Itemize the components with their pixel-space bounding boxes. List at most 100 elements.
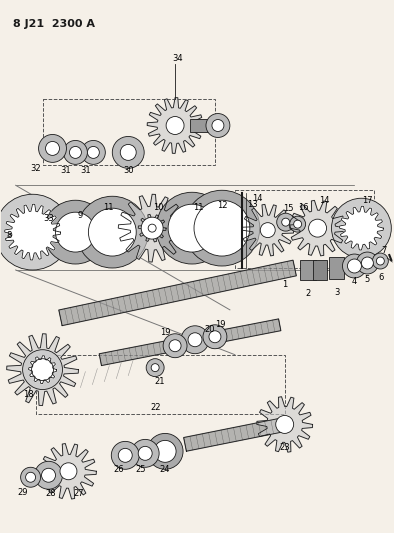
Text: 13: 13	[247, 200, 258, 209]
Circle shape	[112, 136, 144, 168]
Text: 22: 22	[150, 403, 160, 412]
Circle shape	[141, 217, 163, 239]
Circle shape	[309, 219, 327, 237]
Text: 30: 30	[123, 166, 134, 175]
Circle shape	[188, 333, 202, 346]
Circle shape	[60, 463, 77, 480]
Circle shape	[348, 259, 361, 273]
Circle shape	[361, 257, 374, 269]
Polygon shape	[7, 334, 78, 406]
Polygon shape	[257, 397, 312, 452]
Text: 8: 8	[6, 231, 11, 240]
Text: 31: 31	[80, 166, 91, 175]
Circle shape	[206, 114, 230, 138]
Circle shape	[147, 433, 183, 469]
Circle shape	[82, 141, 105, 164]
Circle shape	[342, 254, 366, 278]
Polygon shape	[118, 194, 186, 262]
Circle shape	[46, 141, 59, 156]
Polygon shape	[147, 98, 203, 154]
Circle shape	[372, 253, 388, 269]
Polygon shape	[59, 260, 296, 326]
Circle shape	[76, 196, 148, 268]
Bar	[312, 260, 327, 280]
Circle shape	[276, 415, 294, 433]
Circle shape	[146, 359, 164, 377]
Text: 33: 33	[43, 214, 54, 223]
Text: 1: 1	[282, 280, 287, 289]
Circle shape	[111, 441, 139, 469]
Text: 2: 2	[305, 289, 310, 298]
Circle shape	[32, 359, 54, 381]
Bar	[299, 260, 316, 280]
Circle shape	[181, 326, 209, 354]
Circle shape	[212, 119, 224, 132]
Text: 4: 4	[352, 278, 357, 286]
Circle shape	[69, 147, 82, 158]
Circle shape	[87, 147, 99, 158]
Circle shape	[290, 216, 306, 232]
Polygon shape	[242, 204, 294, 256]
Circle shape	[156, 192, 228, 264]
Text: 18: 18	[23, 390, 34, 399]
Text: 17: 17	[362, 196, 373, 205]
Text: 23: 23	[279, 443, 290, 452]
Polygon shape	[41, 443, 97, 499]
Circle shape	[63, 141, 87, 164]
Text: 25: 25	[135, 465, 145, 474]
Text: 3: 3	[334, 288, 339, 297]
Text: 14: 14	[253, 193, 263, 203]
Text: 28: 28	[45, 489, 56, 498]
Circle shape	[131, 439, 159, 467]
Polygon shape	[138, 214, 166, 242]
Text: 12: 12	[217, 201, 227, 209]
Circle shape	[56, 212, 95, 252]
Polygon shape	[5, 204, 61, 260]
Text: 24: 24	[160, 465, 170, 474]
Circle shape	[44, 200, 107, 264]
Circle shape	[376, 257, 384, 265]
Circle shape	[277, 213, 295, 231]
Text: 20: 20	[205, 325, 215, 334]
Circle shape	[163, 334, 187, 358]
Circle shape	[203, 325, 227, 349]
Circle shape	[168, 204, 216, 252]
Text: 16: 16	[298, 203, 309, 212]
Text: 29: 29	[17, 488, 28, 497]
Text: 5: 5	[365, 276, 370, 285]
Circle shape	[41, 469, 56, 482]
Circle shape	[148, 224, 156, 232]
Circle shape	[120, 144, 136, 160]
Circle shape	[260, 223, 275, 238]
Circle shape	[20, 467, 41, 487]
Circle shape	[294, 220, 302, 228]
Circle shape	[166, 117, 184, 134]
Circle shape	[88, 208, 136, 256]
Bar	[190, 118, 220, 133]
Text: 32: 32	[30, 164, 41, 173]
Text: 11: 11	[103, 203, 113, 212]
Polygon shape	[99, 319, 281, 366]
Text: 7: 7	[382, 246, 387, 255]
Text: 31: 31	[60, 166, 71, 175]
Circle shape	[209, 331, 221, 343]
Text: 6: 6	[379, 273, 384, 282]
Circle shape	[357, 252, 378, 274]
Text: 27: 27	[73, 489, 84, 498]
Circle shape	[151, 364, 159, 372]
Text: 15: 15	[283, 204, 294, 213]
Circle shape	[22, 350, 63, 390]
Circle shape	[138, 446, 152, 461]
Text: 10: 10	[153, 203, 164, 212]
Circle shape	[194, 200, 250, 256]
Text: 19: 19	[215, 320, 225, 329]
Circle shape	[331, 198, 391, 258]
Circle shape	[39, 134, 67, 163]
Text: 21: 21	[155, 377, 165, 386]
Circle shape	[118, 448, 132, 462]
Text: 34: 34	[173, 54, 183, 63]
Circle shape	[282, 218, 290, 226]
Polygon shape	[29, 356, 56, 384]
Polygon shape	[184, 417, 286, 451]
Circle shape	[169, 340, 181, 352]
